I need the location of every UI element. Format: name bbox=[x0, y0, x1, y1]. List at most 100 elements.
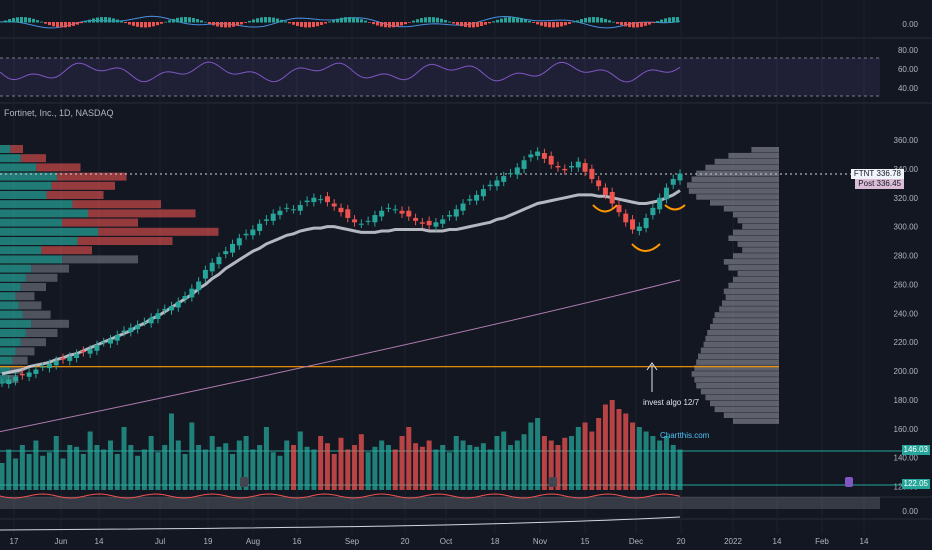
volume-bar bbox=[636, 427, 642, 490]
right-profile-bar bbox=[705, 164, 779, 171]
right-profile-bar bbox=[710, 400, 779, 407]
candle-body bbox=[392, 209, 398, 211]
macd-hist-bar bbox=[104, 17, 107, 23]
volume-bar bbox=[514, 440, 520, 490]
candle-body bbox=[521, 160, 527, 169]
macd-hist-bar bbox=[412, 20, 415, 23]
candle-body bbox=[162, 308, 168, 311]
right-profile-bar bbox=[705, 335, 779, 342]
left-profile-up bbox=[0, 347, 16, 356]
x-tick-label: 14 bbox=[860, 537, 869, 546]
volume-bar bbox=[19, 445, 25, 490]
macd-hist-bar bbox=[424, 17, 427, 23]
macd-hist-bar bbox=[336, 18, 339, 23]
macd-hist-bar bbox=[676, 17, 679, 23]
macd-hist-bar bbox=[20, 17, 23, 23]
right-profile-bar bbox=[691, 176, 779, 182]
macd-hist-bar bbox=[356, 18, 359, 23]
symbol-label: FTNT bbox=[853, 169, 875, 178]
volume-bar bbox=[182, 454, 188, 490]
volume-bar bbox=[311, 449, 317, 490]
volume-bar bbox=[494, 436, 500, 490]
candle-body bbox=[148, 317, 154, 324]
candle-body bbox=[46, 363, 52, 369]
macd-hist-bar bbox=[32, 18, 35, 23]
volume-bar bbox=[155, 452, 161, 490]
volume-bar bbox=[345, 449, 351, 490]
macd-hist-bar bbox=[72, 22, 75, 26]
macd-hist-bar bbox=[612, 21, 615, 23]
volume-bar bbox=[331, 454, 337, 490]
left-profile-up bbox=[0, 200, 73, 209]
candle-body bbox=[209, 262, 215, 272]
macd-hist-bar bbox=[372, 22, 375, 25]
volume-bar bbox=[630, 422, 636, 490]
volume-bar bbox=[243, 436, 249, 490]
right-profile-bar bbox=[733, 276, 779, 283]
macd-hist-bar bbox=[556, 22, 559, 28]
x-tick-label: Jul bbox=[155, 537, 165, 546]
x-tick-label: 16 bbox=[293, 537, 302, 546]
macd-hist-bar bbox=[448, 21, 451, 23]
macd-hist-bar bbox=[276, 18, 279, 23]
macd-hist-bar bbox=[152, 22, 155, 27]
macd-hist-bar bbox=[648, 22, 651, 25]
x-tick-label: 14 bbox=[773, 537, 782, 546]
left-profile-up bbox=[0, 264, 32, 273]
candle-body bbox=[40, 366, 46, 368]
sma-slow-line bbox=[0, 279, 681, 433]
macd-hist-bar bbox=[188, 17, 191, 23]
candle-body bbox=[202, 269, 208, 279]
macd-hist-bar bbox=[296, 22, 299, 27]
volume-bar bbox=[575, 427, 581, 490]
candle-body bbox=[446, 215, 452, 217]
candle-body bbox=[372, 215, 378, 223]
macd-hist-bar bbox=[536, 22, 539, 25]
macd-hist-bar bbox=[164, 21, 167, 23]
volume-bar bbox=[528, 422, 534, 490]
candle-body bbox=[19, 373, 25, 376]
candle-body bbox=[270, 213, 276, 221]
macd-hist-bar bbox=[420, 18, 423, 23]
right-profile-bar bbox=[737, 241, 779, 247]
left-profile-up bbox=[0, 218, 63, 227]
volume-bar bbox=[541, 436, 547, 490]
macd-hist-bar bbox=[468, 22, 471, 28]
macd-hist-bar bbox=[0, 22, 3, 23]
right-profile-bar bbox=[719, 306, 779, 312]
volume-bar bbox=[148, 436, 154, 490]
volume-bar bbox=[101, 449, 107, 490]
left-profile-down bbox=[56, 172, 127, 181]
macd-hist-bar bbox=[476, 22, 479, 27]
macd-hist-bar bbox=[640, 22, 643, 27]
left-profile-down bbox=[62, 255, 138, 264]
macd-hist-bar bbox=[344, 17, 347, 23]
right-profile-bar bbox=[705, 394, 779, 401]
volume-bar bbox=[80, 454, 86, 490]
left-profile-down bbox=[87, 209, 196, 218]
right-profile-bar bbox=[725, 294, 779, 300]
candle-body bbox=[413, 217, 419, 221]
volume-bar bbox=[318, 436, 324, 490]
candle-body bbox=[535, 151, 541, 156]
macd-hist-bar bbox=[292, 22, 295, 25]
right-profile-bar bbox=[691, 371, 779, 377]
volume-bar bbox=[60, 458, 66, 490]
right-profile-bar bbox=[728, 282, 779, 289]
macd-hist-bar bbox=[440, 18, 443, 23]
volume-bar bbox=[379, 440, 385, 490]
candle-body bbox=[243, 233, 249, 236]
volume-bar bbox=[487, 449, 493, 490]
candle-body bbox=[94, 345, 100, 351]
macd-hist-bar bbox=[528, 20, 531, 23]
candle-body bbox=[650, 207, 656, 216]
osc-tick-label: 0.00 bbox=[902, 20, 918, 29]
candle-body bbox=[87, 349, 93, 354]
left-profile-up bbox=[0, 375, 9, 383]
candle-body bbox=[182, 295, 188, 299]
candle-body bbox=[263, 219, 269, 221]
right-profile-bar bbox=[694, 377, 779, 383]
macd-hist-bar bbox=[384, 22, 387, 28]
y-tick-label: 160.00 bbox=[894, 425, 919, 434]
